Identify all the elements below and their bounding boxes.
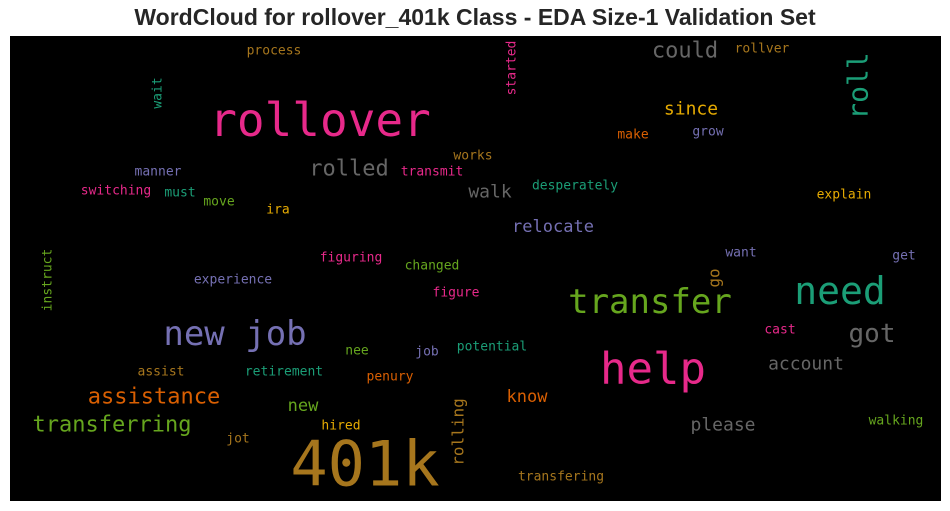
word-job: job — [415, 345, 439, 360]
word-need: need — [794, 269, 886, 313]
word-please: please — [690, 415, 755, 436]
word-must: must — [164, 186, 195, 201]
word-rolled: rolled — [309, 157, 388, 182]
word-hired: hired — [321, 419, 360, 434]
word-relocate: relocate — [512, 217, 594, 237]
word-figuring: figuring — [320, 251, 383, 266]
word-desperately: desperately — [532, 179, 618, 194]
word-changed: changed — [405, 259, 460, 274]
word-process: process — [247, 44, 302, 59]
word-potential: potential — [457, 340, 527, 355]
word-assist: assist — [138, 365, 185, 380]
word-new-job: new job — [163, 314, 306, 354]
word-help: help — [600, 344, 706, 395]
word-started: started — [505, 41, 520, 96]
word-cast: cast — [764, 323, 795, 338]
word-nee: nee — [345, 344, 369, 359]
word-get: get — [892, 249, 915, 264]
word-explain: explain — [817, 188, 872, 203]
word-move: move — [203, 195, 234, 210]
word-ira: ira — [266, 203, 289, 218]
word-transfering: transfering — [518, 470, 604, 485]
word-penury: penury — [367, 370, 414, 385]
word-manner: manner — [135, 165, 182, 180]
wordcloud-canvas: 401k rollover help new job transfer need roll g… — [10, 36, 941, 501]
word-grow: grow — [692, 125, 723, 140]
word-walk: walk — [468, 182, 512, 203]
word-rolling: rolling — [449, 398, 468, 465]
word-walking: walking — [869, 414, 924, 429]
wordcloud-svg: 401k rollover help new job transfer need roll g… — [33, 39, 924, 501]
word-go: go — [705, 268, 724, 287]
word-transfer: transfer — [568, 282, 732, 322]
word-wait: wait — [151, 77, 166, 108]
word-got: got — [849, 319, 896, 349]
word-account: account — [768, 354, 844, 375]
word-figure: figure — [433, 286, 480, 301]
word-jot: jot — [226, 432, 249, 447]
word-since: since — [664, 99, 718, 120]
word-want: want — [725, 246, 756, 261]
word-retirement: retirement — [245, 365, 323, 380]
word-experience: experience — [194, 273, 272, 288]
word-assistance: assistance — [88, 385, 220, 410]
word-know: know — [507, 387, 549, 407]
word-rollover: rollover — [209, 93, 431, 147]
word-new: new — [288, 396, 319, 416]
word-could: could — [652, 39, 718, 64]
word-make: make — [617, 128, 648, 143]
word-roll: roll — [842, 52, 875, 119]
word-401k: 401k — [290, 428, 439, 501]
word-instruct: instruct — [41, 249, 56, 312]
word-transmit: transmit — [401, 165, 464, 180]
word-switching: switching — [81, 184, 151, 199]
word-rollver: rollver — [735, 42, 790, 57]
word-works: works — [453, 149, 492, 164]
word-transferring: transferring — [33, 413, 192, 438]
chart-title: WordCloud for rollover_401k Class - EDA … — [134, 4, 816, 30]
